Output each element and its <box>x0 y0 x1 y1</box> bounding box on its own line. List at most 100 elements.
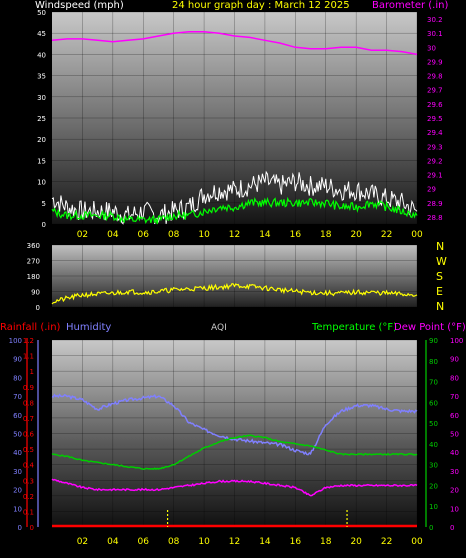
y-tick-label: 29.1 <box>427 172 443 180</box>
y-tick-label: 30.2 <box>427 16 443 24</box>
y-tick-label: 0 <box>42 221 46 229</box>
wind-direction-line <box>51 282 418 305</box>
chart-title: 24 hour graph day : March 12 2025 <box>172 0 350 11</box>
y-tick-label: 30 <box>450 468 459 476</box>
y-tick-label: 28.9 <box>427 200 443 208</box>
temp-plot-area <box>52 340 417 527</box>
y-tick-label: 1.1 <box>23 353 34 361</box>
x-tick-label: 14 <box>259 230 271 240</box>
y-tick-label: 0.8 <box>23 399 34 407</box>
y-tick-label: 0.3 <box>23 477 34 485</box>
x-tick-label: 00 <box>411 537 423 547</box>
x-tick-label: 04 <box>107 230 119 240</box>
temperature-label: Temperature (°F) <box>311 322 397 333</box>
y-tick-label: 0.2 <box>23 493 34 501</box>
y-tick-label: 0 <box>18 524 22 532</box>
y-tick-label: 60 <box>429 399 438 407</box>
y-tick-label: 10 <box>429 503 438 511</box>
y-tick-label: 40 <box>450 449 459 457</box>
x-tick-label: 22 <box>381 230 392 240</box>
dewpoint-label: Dew Point (°F) <box>394 322 466 333</box>
y-tick-label: 80 <box>429 358 438 366</box>
y-tick-label: 50 <box>37 9 46 17</box>
x-tick-label: 10 <box>198 230 210 240</box>
x-tick-label: 06 <box>138 537 150 547</box>
compass-letter: W <box>436 255 447 268</box>
windspeed-axis-label: Windspeed (mph) <box>35 0 124 11</box>
y-tick-label: 0.1 <box>23 508 34 516</box>
y-tick-label: 30 <box>13 468 22 476</box>
x-tick-label: 00 <box>411 230 423 240</box>
y-tick-label: 30.1 <box>427 30 443 38</box>
x-tick-label: 06 <box>138 230 150 240</box>
compass-letter: N <box>436 240 444 253</box>
rainfall-label: Rainfall (.in) <box>0 322 61 333</box>
x-tick-label: 16 <box>290 537 302 547</box>
y-tick-label: 40 <box>429 441 438 449</box>
y-tick-label: 1 <box>30 368 34 376</box>
y-tick-label: 100 <box>9 337 22 345</box>
x-tick-label: 08 <box>168 230 180 240</box>
y-tick-label: 0.4 <box>23 462 35 470</box>
barometer-line <box>51 31 418 56</box>
y-tick-label: 29.7 <box>427 87 443 95</box>
y-tick-label: 29.5 <box>427 115 443 123</box>
y-tick-label: 20 <box>429 482 438 490</box>
x-tick-label: 16 <box>290 230 302 240</box>
y-tick-label: 29.4 <box>427 129 443 137</box>
humidity-label: Humidity <box>66 322 111 333</box>
y-tick-label: 30 <box>427 44 436 52</box>
y-tick-label: 70 <box>450 393 459 401</box>
y-tick-label: 0.9 <box>23 384 34 392</box>
y-tick-label: 40 <box>37 51 46 59</box>
y-tick-label: 270 <box>27 258 40 266</box>
y-tick-label: 80 <box>450 374 459 382</box>
barometer-axis-label: Barometer (.in) <box>372 0 448 11</box>
y-tick-label: 5 <box>42 200 46 208</box>
y-tick-label: 100 <box>450 337 463 345</box>
y-tick-label: 0.6 <box>23 431 35 439</box>
y-tick-label: 90 <box>31 289 40 297</box>
x-tick-label: 18 <box>320 230 332 240</box>
x-tick-label: 12 <box>229 230 240 240</box>
y-tick-label: 10 <box>37 179 46 187</box>
y-tick-label: 360 <box>27 242 40 250</box>
x-tick-label: 20 <box>350 230 362 240</box>
y-tick-label: 0 <box>36 304 40 312</box>
humidity-line <box>51 393 418 456</box>
temp-humidity-chart: 1.21.110.90.80.70.60.50.40.30.20.10 1009… <box>0 322 466 547</box>
y-tick-label: 50 <box>450 431 459 439</box>
y-tick-label: 0.5 <box>23 446 34 454</box>
y-tick-label: 20 <box>13 487 22 495</box>
y-tick-label: 50 <box>429 420 438 428</box>
x-tick-label: 18 <box>320 537 332 547</box>
x-tick-label: 04 <box>107 537 119 547</box>
y-tick-label: 35 <box>37 73 46 81</box>
wind-gust-line <box>51 170 418 225</box>
y-tick-label: 20 <box>450 487 459 495</box>
y-tick-label: 0 <box>429 524 433 532</box>
y-tick-label: 28.8 <box>427 214 443 222</box>
aqi-label: AQI <box>211 323 227 333</box>
y-tick-label: 15 <box>37 157 46 165</box>
y-tick-label: 50 <box>13 431 22 439</box>
y-tick-label: 20 <box>37 136 46 144</box>
x-tick-label: 10 <box>198 537 210 547</box>
compass-letter: S <box>436 270 443 283</box>
y-tick-label: 70 <box>429 379 438 387</box>
y-tick-label: 90 <box>450 356 459 364</box>
y-tick-label: 29 <box>427 186 436 194</box>
y-tick-label: 30 <box>429 462 438 470</box>
dewpoint-line <box>51 478 418 497</box>
y-tick-label: 60 <box>450 412 459 420</box>
x-tick-label: 02 <box>77 230 88 240</box>
y-tick-label: 40 <box>13 449 22 457</box>
y-tick-label: 10 <box>13 505 22 513</box>
y-tick-label: 0 <box>30 524 34 532</box>
y-tick-label: 10 <box>450 505 459 513</box>
y-tick-label: 29.3 <box>427 143 443 151</box>
y-tick-label: 29.6 <box>427 101 443 109</box>
